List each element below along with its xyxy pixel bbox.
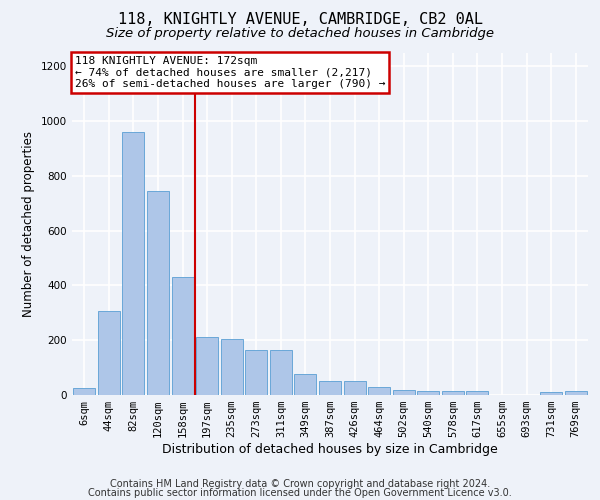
Bar [98,312,120,395]
Bar [295,374,316,395]
Text: Size of property relative to detached houses in Cambridge: Size of property relative to detached ho… [106,28,494,40]
Bar [319,382,341,395]
Bar [221,339,243,395]
Text: 118, KNIGHTLY AVENUE, CAMBRIDGE, CB2 0AL: 118, KNIGHTLY AVENUE, CAMBRIDGE, CB2 0AL [118,12,482,28]
Bar [442,391,464,395]
Bar [540,392,562,395]
Bar [368,387,390,395]
Text: Contains public sector information licensed under the Open Government Licence v3: Contains public sector information licen… [88,488,512,498]
Text: Contains HM Land Registry data © Crown copyright and database right 2024.: Contains HM Land Registry data © Crown c… [110,479,490,489]
Bar [73,388,95,395]
Bar [172,277,194,395]
Bar [417,391,439,395]
Bar [565,391,587,395]
Bar [122,132,145,395]
Bar [392,390,415,395]
Bar [147,191,169,395]
Bar [270,350,292,395]
Bar [196,338,218,395]
Bar [466,391,488,395]
Y-axis label: Number of detached properties: Number of detached properties [22,130,35,317]
Bar [344,382,365,395]
X-axis label: Distribution of detached houses by size in Cambridge: Distribution of detached houses by size … [162,443,498,456]
Bar [245,350,268,395]
Text: 118 KNIGHTLY AVENUE: 172sqm
← 74% of detached houses are smaller (2,217)
26% of : 118 KNIGHTLY AVENUE: 172sqm ← 74% of det… [74,56,385,89]
